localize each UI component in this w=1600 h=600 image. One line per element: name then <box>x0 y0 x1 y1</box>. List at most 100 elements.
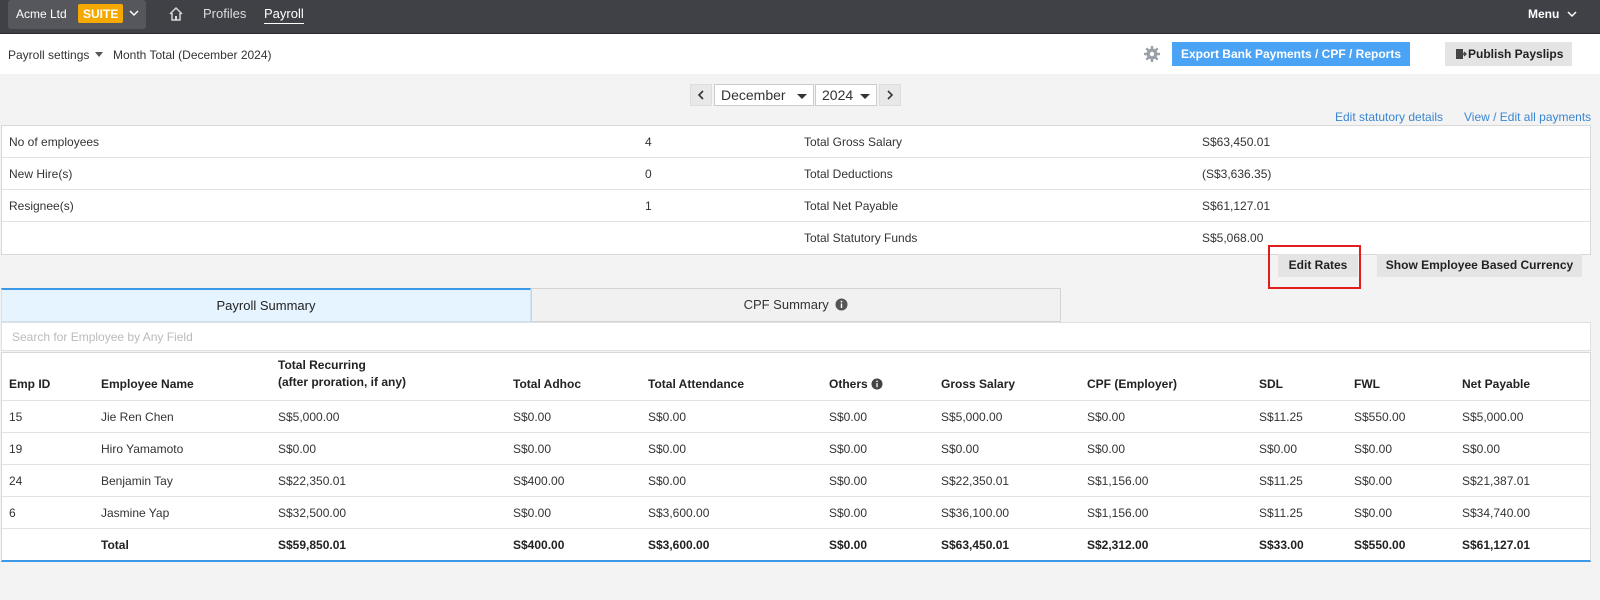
total-cpf: S$2,312.00 <box>1087 538 1149 552</box>
stats-label: Total Statutory Funds <box>804 231 918 245</box>
employee-search <box>1 322 1591 351</box>
cell-attendance: S$0.00 <box>648 474 687 488</box>
year-select[interactable]: 2024 <box>815 84 877 106</box>
cell-emp-id: 6 <box>9 506 16 520</box>
cell-recurring: S$22,350.01 <box>278 474 347 488</box>
company-name: Acme Ltd <box>16 7 67 21</box>
stats-value: 0 <box>645 167 652 181</box>
employee-search-input[interactable] <box>2 323 1590 350</box>
payroll-subheader: Payroll settings Month Total (December 2… <box>0 34 1600 74</box>
show-employee-currency-button[interactable]: Show Employee Based Currency <box>1377 254 1582 277</box>
total-sdl: S$33.00 <box>1259 538 1304 552</box>
company-switcher[interactable]: Acme Ltd SUITE <box>8 0 146 29</box>
cell-net: S$21,387.01 <box>1462 474 1531 488</box>
previous-month-button[interactable] <box>690 84 712 106</box>
cell-employee-name[interactable]: Hiro Yamamoto <box>101 442 184 456</box>
nav-profiles[interactable]: Profiles <box>203 6 247 21</box>
table-row[interactable]: 15 Jie Ren Chen S$5,000.00 S$0.00 S$0.00… <box>2 401 1590 433</box>
tab-cpf-summary[interactable]: CPF Summary <box>531 288 1061 322</box>
cell-recurring: S$0.00 <box>278 442 317 456</box>
cell-emp-id: 15 <box>9 410 23 424</box>
view-edit-payments-link[interactable]: View / Edit all payments <box>1464 110 1592 124</box>
stats-row: Resignee(s) 1 Total Net Payable S$61,127… <box>2 190 1590 222</box>
caret-down-icon <box>797 94 807 99</box>
total-net: S$61,127.01 <box>1462 538 1531 552</box>
cell-sdl: S$11.25 <box>1259 410 1303 424</box>
cell-adhoc: S$400.00 <box>513 474 565 488</box>
cell-employee-name[interactable]: Jie Ren Chen <box>101 410 174 424</box>
table-row[interactable]: 24 Benjamin Tay S$22,350.01 S$400.00 S$0… <box>2 465 1590 497</box>
column-header-label: Others <box>829 377 868 391</box>
chevron-right-icon <box>887 90 894 100</box>
cell-recurring: S$32,500.00 <box>278 506 347 520</box>
total-recurring: S$59,850.01 <box>278 538 347 552</box>
chevron-down-icon[interactable] <box>1566 8 1578 20</box>
stats-row: No of employees 4 Total Gross Salary S$6… <box>2 126 1590 158</box>
tab-cpf-summary-label: CPF Summary <box>743 297 829 312</box>
column-header[interactable]: Emp ID <box>9 377 51 391</box>
cell-others: S$0.00 <box>829 442 868 456</box>
column-header[interactable]: Gross Salary <box>941 377 1016 391</box>
gear-icon[interactable] <box>1143 45 1161 63</box>
total-label: Total <box>101 538 129 552</box>
cell-employee-name[interactable]: Benjamin Tay <box>101 474 173 488</box>
cell-attendance: S$0.00 <box>648 410 687 424</box>
column-header-line: Total Recurring <box>278 358 366 372</box>
column-header[interactable]: Total Adhoc <box>513 377 581 391</box>
edit-statutory-details-link[interactable]: Edit statutory details <box>1335 110 1444 124</box>
payroll-summary-table: Emp ID Employee Name Total Recurring (aft… <box>1 352 1591 562</box>
caret-down-icon[interactable] <box>95 52 103 57</box>
cell-net: S$5,000.00 <box>1462 410 1524 424</box>
chevron-left-icon <box>697 90 704 100</box>
highlight-annotation <box>1268 245 1361 289</box>
month-select-value: December <box>721 87 786 103</box>
cell-attendance: S$3,600.00 <box>648 506 710 520</box>
cell-cpf: S$1,156.00 <box>1087 474 1149 488</box>
nav-payroll[interactable]: Payroll <box>264 6 304 24</box>
stats-label: Resignee(s) <box>9 199 74 213</box>
year-select-value: 2024 <box>822 87 854 103</box>
top-navbar: Acme Ltd SUITE Profiles Payroll Menu <box>0 0 1600 34</box>
table-row[interactable]: 19 Hiro Yamamoto S$0.00 S$0.00 S$0.00 S$… <box>2 433 1590 465</box>
home-icon[interactable] <box>167 5 185 23</box>
stats-label: Total Deductions <box>804 167 893 181</box>
cell-gross: S$5,000.00 <box>941 410 1003 424</box>
column-header[interactable]: Net Payable <box>1462 377 1531 391</box>
column-header[interactable]: Employee Name <box>101 377 194 391</box>
menu-button[interactable]: Menu <box>1528 7 1560 21</box>
month-select[interactable]: December <box>714 84 814 106</box>
edit-rates-button[interactable]: Edit Rates <box>1278 254 1358 277</box>
column-header[interactable]: Total Attendance <box>648 377 745 391</box>
export-bank-payments-button[interactable]: Export Bank Payments / CPF / Reports <box>1172 42 1410 66</box>
publish-payslips-button[interactable]: Publish Payslips <box>1445 42 1572 66</box>
stats-value: S$5,068.00 <box>1202 231 1264 245</box>
column-header[interactable]: SDL <box>1259 377 1283 391</box>
payroll-settings-dropdown[interactable]: Payroll settings <box>8 48 90 62</box>
next-month-button[interactable] <box>879 84 901 106</box>
cell-sdl: S$0.00 <box>1259 442 1298 456</box>
publish-payslips-label: Publish Payslips <box>1468 47 1564 61</box>
cell-adhoc: S$0.00 <box>513 410 552 424</box>
cell-fwl: S$0.00 <box>1354 442 1393 456</box>
column-header[interactable]: CPF (Employer) <box>1087 377 1178 391</box>
total-gross: S$63,450.01 <box>941 538 1010 552</box>
stats-value: S$61,127.01 <box>1202 199 1271 213</box>
info-icon[interactable] <box>835 298 848 311</box>
stats-row: New Hire(s) 0 Total Deductions (S$3,636.… <box>2 158 1590 190</box>
table-row[interactable]: 6 Jasmine Yap S$32,500.00 S$0.00 S$3,600… <box>2 497 1590 529</box>
stats-label: No of employees <box>9 135 100 149</box>
table-total-row: Total S$59,850.01 S$400.00 S$3,600.00 S$… <box>2 529 1590 560</box>
cell-others: S$0.00 <box>829 506 868 520</box>
cell-cpf: S$0.00 <box>1087 410 1126 424</box>
cell-cpf: S$0.00 <box>1087 442 1126 456</box>
tab-payroll-summary[interactable]: Payroll Summary <box>1 288 531 322</box>
cell-employee-name[interactable]: Jasmine Yap <box>101 506 170 520</box>
column-header[interactable]: FWL <box>1354 377 1380 391</box>
suite-badge: SUITE <box>78 4 124 23</box>
column-header[interactable]: Others <box>829 377 883 391</box>
info-icon[interactable] <box>871 378 883 390</box>
cell-recurring: S$5,000.00 <box>278 410 340 424</box>
total-others: S$0.00 <box>829 538 868 552</box>
total-adhoc: S$400.00 <box>513 538 565 552</box>
column-header[interactable]: Total Recurring (after proration, if any) <box>278 357 406 391</box>
